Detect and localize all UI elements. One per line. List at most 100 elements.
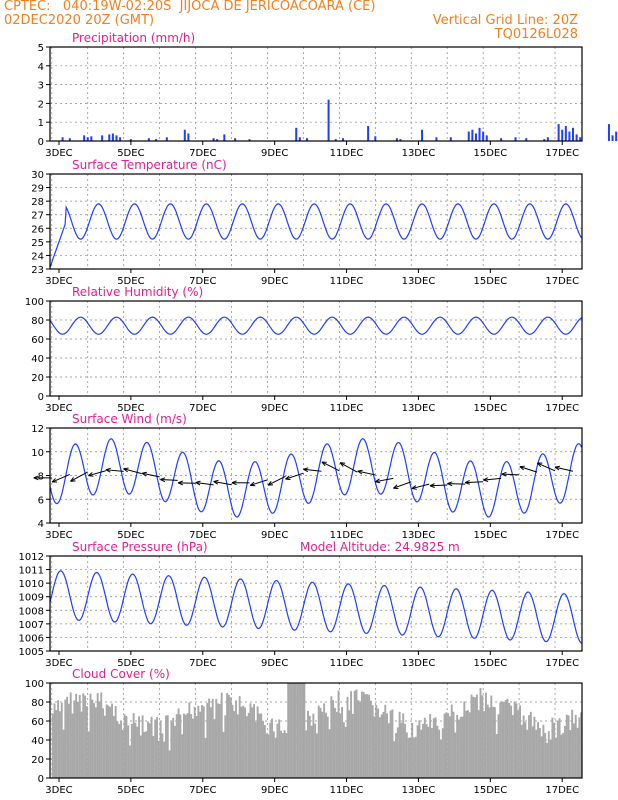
precip-bar <box>561 129 564 141</box>
cloud-bar <box>159 720 162 778</box>
wind-arrow <box>51 473 70 483</box>
x-tick-label: 7DEC <box>189 785 216 796</box>
cloud-bar <box>202 706 205 778</box>
y-tick-label: 4 <box>38 519 44 530</box>
cloud-bar <box>292 683 295 778</box>
cloud-bar <box>576 727 579 778</box>
cloud-bar <box>515 703 518 778</box>
wind-arrow-head <box>141 472 147 477</box>
cloud-bar <box>78 695 81 778</box>
x-tick-label: 15DEC <box>473 403 507 414</box>
wind-arrow <box>537 462 556 472</box>
wind-arrow-head <box>178 482 183 486</box>
cloud-bar <box>497 714 500 778</box>
cloud-bar <box>391 709 394 778</box>
cloud-bar <box>206 702 209 778</box>
cloud-bar <box>368 694 371 778</box>
cloud-bar <box>200 705 203 778</box>
cloud-bar <box>562 732 565 778</box>
wind-arrow-head <box>464 479 470 484</box>
x-tick-label: 5DEC <box>117 148 144 159</box>
cloud-bar <box>274 737 277 778</box>
wind-arrow <box>303 468 322 472</box>
precip-bar <box>216 139 219 141</box>
cloud-bar <box>404 723 406 778</box>
cloud-bar <box>425 724 428 778</box>
precip-bar <box>234 138 237 141</box>
cloud-bar <box>535 729 538 778</box>
cloud-bar <box>431 728 433 778</box>
y-tick-label: 40 <box>31 354 44 365</box>
precip-bar <box>306 138 309 141</box>
wind-arrow <box>267 475 286 486</box>
wind-arrow <box>501 473 520 476</box>
precip-bar <box>485 135 488 141</box>
wind-arrow <box>250 479 268 486</box>
cloud-bar <box>481 695 484 778</box>
wind-arrow-head <box>321 461 326 467</box>
panel-frame <box>49 300 583 397</box>
cloud-bar <box>472 696 475 778</box>
y-tick-label: 1009 <box>19 593 44 604</box>
cloud-bar <box>382 711 385 778</box>
precip-bar <box>83 135 86 141</box>
wind-arrow <box>141 472 160 478</box>
y-tick-label: 80 <box>31 316 44 327</box>
y-tick-label: 1012 <box>19 552 44 563</box>
cloud-bar <box>116 721 119 778</box>
cloud-bar <box>82 693 85 778</box>
cloud-bar <box>91 699 94 778</box>
x-tick-label: 9DEC <box>261 276 288 287</box>
header-model-id: TQ0126L028 <box>494 27 578 42</box>
cloud-bar <box>542 724 545 778</box>
cloud-bar <box>174 725 176 778</box>
cloud-bar <box>242 705 245 778</box>
wind-arrow-head <box>339 462 344 467</box>
series-line <box>49 316 582 335</box>
cloud-bar <box>456 714 459 778</box>
cloud-bar <box>64 699 67 778</box>
cloud-bar <box>447 713 450 778</box>
y-tick-label: 100 <box>25 679 44 690</box>
cloud-bar <box>346 696 349 778</box>
wind-arrow-head <box>160 479 166 483</box>
cloud-bar <box>226 693 229 778</box>
cloud-bar <box>510 705 513 778</box>
precip-bar <box>334 139 337 141</box>
cloud-bar <box>285 733 288 778</box>
panel-3 <box>46 300 583 400</box>
precip-bar <box>435 137 438 141</box>
cloud-bar <box>80 711 83 778</box>
cloud-bar <box>531 726 534 778</box>
cloud-bar <box>362 691 365 778</box>
cloud-bar <box>105 704 108 778</box>
panel-5 <box>46 555 583 655</box>
cloud-bar <box>163 741 166 778</box>
wind-arrow-head <box>357 469 363 472</box>
cloud-bar <box>129 745 131 778</box>
wind-arrow-head <box>536 462 542 468</box>
y-tick-label: 20 <box>31 373 44 384</box>
cloud-bar <box>161 733 164 778</box>
cloud-bar <box>305 730 308 778</box>
wind-arrow-head <box>519 466 524 471</box>
cloud-bar <box>560 734 563 778</box>
wind-arrow-head <box>231 480 237 484</box>
y-tick-label: 0 <box>38 774 44 785</box>
panel-6 <box>46 682 583 782</box>
cloud-bar <box>501 701 504 778</box>
wind-arrow <box>357 470 376 476</box>
panel-1 <box>46 46 618 145</box>
wind-arrow-head <box>123 468 128 473</box>
cloud-bar <box>328 729 331 778</box>
wind-arrow-head <box>51 478 56 483</box>
header-date: 02DEC2020 20Z (GMT) <box>4 13 155 28</box>
cloud-bar <box>209 707 212 778</box>
cloud-bar <box>103 715 106 778</box>
panel-title: Cloud Cover (%) <box>72 667 170 681</box>
cloud-bar <box>235 700 238 778</box>
y-tick-label: 4 <box>38 62 44 73</box>
x-tick-label: 15DEC <box>473 276 507 287</box>
cloud-bar <box>191 718 194 778</box>
